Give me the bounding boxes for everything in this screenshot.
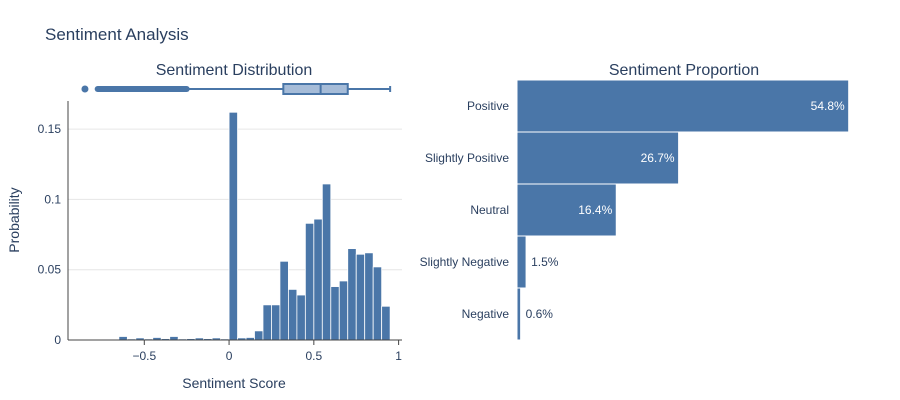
marginal-box-plot <box>81 83 392 95</box>
proportion-bar <box>516 235 527 289</box>
histogram-bar <box>304 222 315 341</box>
histogram-x-tick-label: 1 <box>395 349 402 363</box>
histogram-bar <box>364 252 374 341</box>
proportion-category-label: Neutral <box>470 203 509 217</box>
histogram-x-tick-label: −0.5 <box>132 349 156 363</box>
histogram-x-axis-title: Sentiment Score <box>182 375 286 391</box>
histogram-bar <box>118 336 128 341</box>
figure-title: Sentiment Analysis <box>45 25 189 44</box>
histogram-bar <box>330 286 340 341</box>
histogram-bar <box>381 305 391 341</box>
histogram-tick-labels: 0 0.05 0.1 0.15 −0.5 0 0.5 1 <box>38 122 403 363</box>
histogram-bar <box>169 336 179 341</box>
histogram-y-tick-label: 0.05 <box>38 263 62 277</box>
proportion-category-label: Slightly Negative <box>420 255 510 269</box>
proportion-category-labels: Positive Slightly Positive Neutral Slightly… <box>420 99 510 321</box>
proportion-category-label: Positive <box>467 99 509 113</box>
box-extreme-outlier <box>81 85 89 93</box>
proportion-bar <box>516 183 617 237</box>
proportion-bar <box>516 79 850 133</box>
histogram-bar <box>254 330 264 341</box>
histogram-bar <box>228 111 238 341</box>
histogram-bar <box>321 183 332 341</box>
proportion-category-label: Negative <box>462 307 510 321</box>
histogram-bar <box>288 288 298 341</box>
histogram-y-axis-title: Probability <box>6 187 22 252</box>
histogram-bar <box>372 266 383 341</box>
histogram-bar <box>313 218 323 341</box>
histogram-x-tick-label: 0 <box>226 349 233 363</box>
histogram-bar <box>262 304 272 341</box>
proportion-title: Sentiment Proportion <box>609 62 759 79</box>
histogram-bar <box>296 294 306 341</box>
histogram-bar <box>271 304 281 341</box>
histogram-x-tick-label: 0.5 <box>305 349 322 363</box>
histogram-y-tick-label: 0.15 <box>38 122 62 136</box>
histogram-bar <box>279 260 289 341</box>
histogram-bars <box>93 111 391 341</box>
proportion-category-label: Slightly Positive <box>425 151 509 165</box>
proportion-value-labels: 54.8% 26.7% 16.4% 1.5% 0.6% <box>526 99 845 321</box>
histogram-title: Sentiment Distribution <box>156 62 313 79</box>
proportion-value-label: 1.5% <box>531 255 559 269</box>
proportion-panel: Sentiment Proportion Positive Slightly Po… <box>420 62 850 341</box>
proportion-value-label: 0.6% <box>526 307 554 321</box>
histogram-bar <box>355 253 366 341</box>
histogram-bar <box>338 280 349 341</box>
proportion-bar <box>516 287 522 341</box>
histogram-bar <box>347 248 357 341</box>
histogram-y-tick-label: 0.1 <box>44 192 61 206</box>
histogram-y-tick-label: 0 <box>54 333 61 347</box>
box-iqr <box>282 83 349 95</box>
proportion-value-label: 54.8% <box>811 99 845 113</box>
proportion-bars <box>516 79 850 341</box>
proportion-value-label: 26.7% <box>641 151 675 165</box>
proportion-value-label: 16.4% <box>578 203 612 217</box>
histogram-panel: Sentiment Distribution 00.050.10.15−0.5 0… <box>6 62 402 391</box>
